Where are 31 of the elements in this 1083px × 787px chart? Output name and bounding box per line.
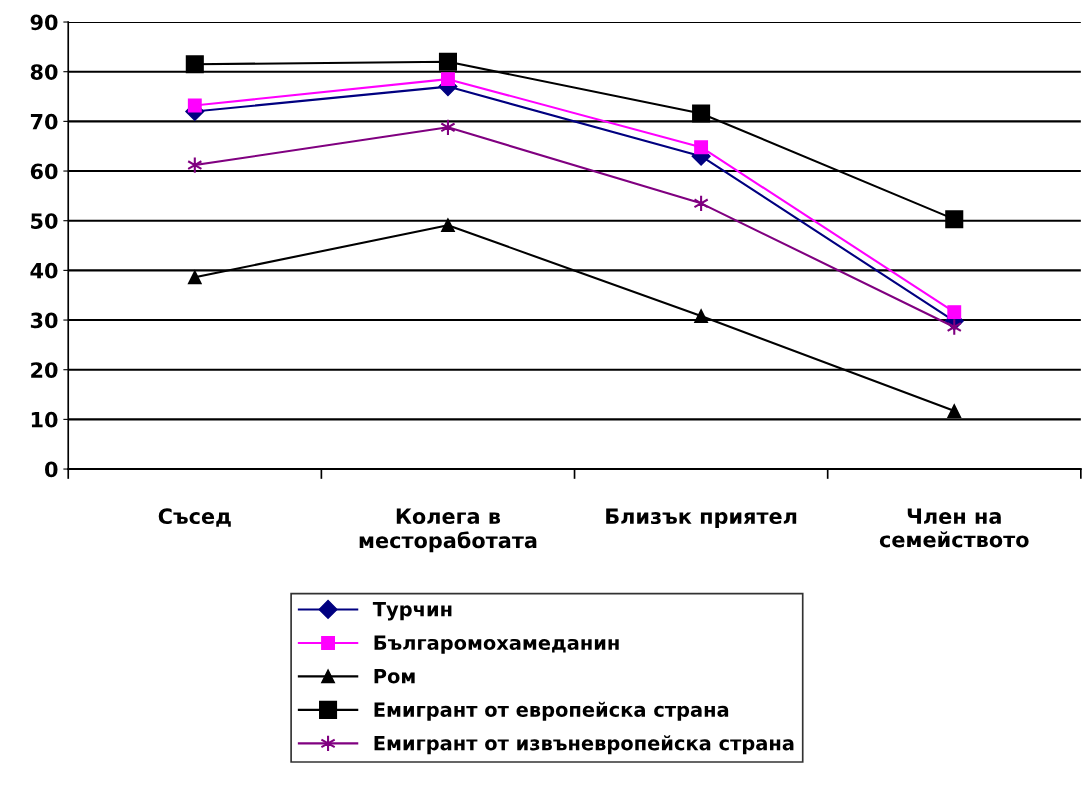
point <box>945 210 964 229</box>
y-tick-label: 20 <box>31 362 58 378</box>
y-tick-label: 0 <box>45 461 58 478</box>
y-tick-label: 60 <box>30 163 58 180</box>
y-tick-label: 50 <box>31 213 58 229</box>
legend-label: Българомохамеданин <box>374 635 619 654</box>
point <box>441 72 455 87</box>
y-tick-label: 10 <box>31 411 58 428</box>
point <box>694 140 709 155</box>
point <box>947 305 962 320</box>
point <box>187 270 202 285</box>
point <box>187 98 202 113</box>
x-tick-label: Член на семейството <box>879 508 1029 548</box>
point <box>438 52 457 71</box>
legend-label: Турчин <box>372 602 452 621</box>
point <box>692 104 711 123</box>
legend-label: Емигрант от европейска страна <box>374 701 729 721</box>
y-tick-label: 90 <box>30 14 58 31</box>
legend-label: Ром <box>374 669 415 684</box>
point <box>441 218 455 233</box>
y-tick-label: 30 <box>30 312 58 329</box>
x-tick-label: Колега в местоработата <box>359 508 537 553</box>
y-tick-label: 40 <box>30 262 58 279</box>
point <box>185 55 204 74</box>
legend-label: Емигрант от извъневропейска страна <box>374 735 794 755</box>
point <box>694 309 709 324</box>
x-tick-label: Съсед <box>158 508 231 527</box>
x-tick-label: Близък приятел <box>606 508 797 529</box>
y-tick-label: 80 <box>30 64 58 80</box>
point <box>947 403 962 418</box>
y-tick-label: 70 <box>30 113 58 130</box>
